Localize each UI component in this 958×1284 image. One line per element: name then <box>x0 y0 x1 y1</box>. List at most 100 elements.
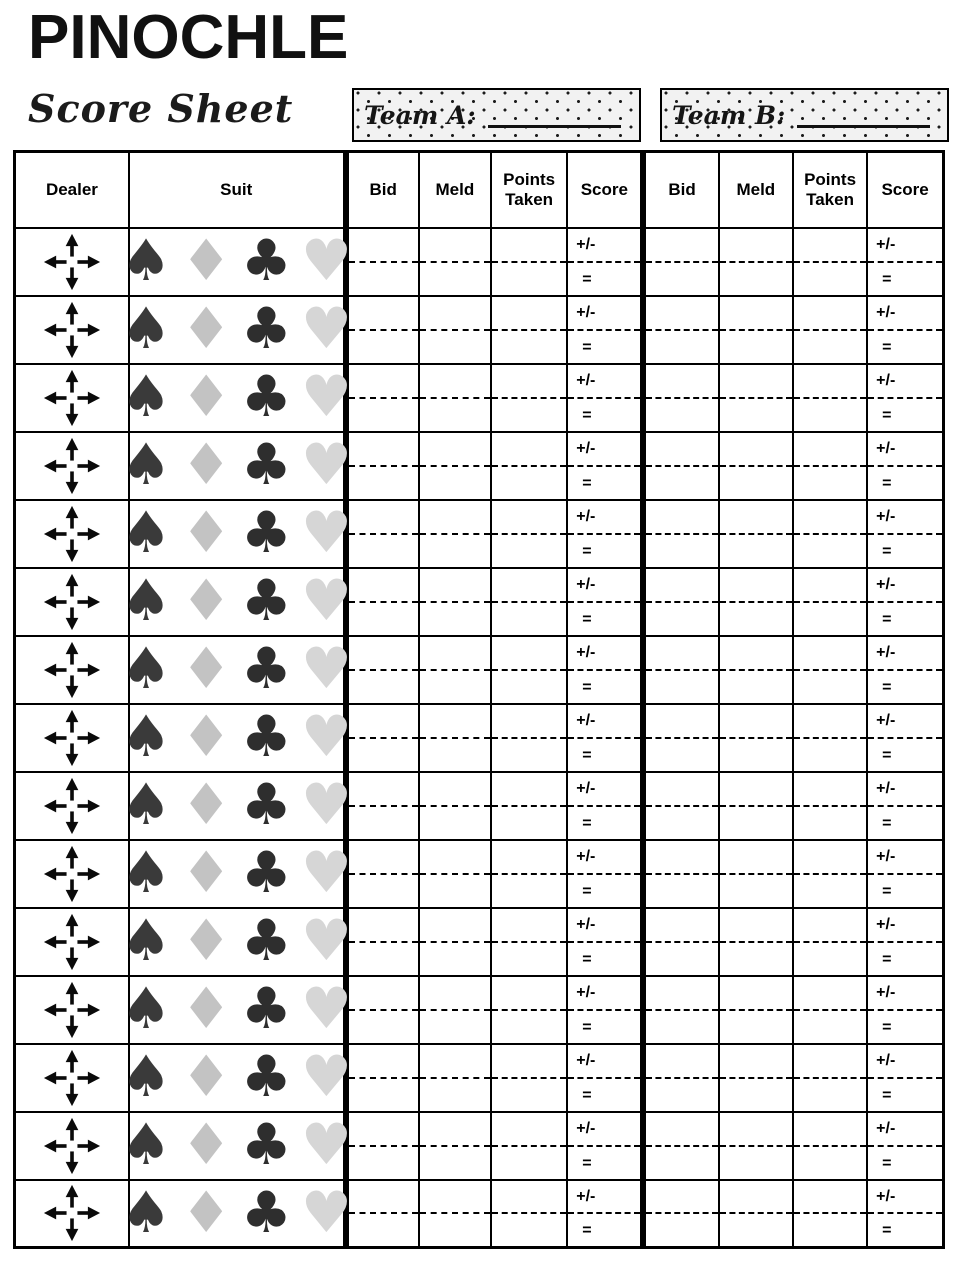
bid-cell-team-b[interactable] <box>640 634 720 705</box>
meld-cell-team-b[interactable] <box>717 362 794 433</box>
score-cell-team-a[interactable]: +/- = <box>566 1042 645 1113</box>
bid-cell-team-b[interactable] <box>640 294 720 365</box>
score-cell-team-a[interactable]: +/- = <box>566 838 645 909</box>
meld-cell-team-b[interactable] <box>717 294 794 365</box>
points-taken-cell-team-a[interactable] <box>489 702 569 773</box>
bid-cell-team-b[interactable] <box>640 1178 720 1249</box>
bid-cell-team-b[interactable] <box>640 838 720 909</box>
bid-cell-team-a[interactable] <box>342 1178 420 1249</box>
bid-cell-team-b[interactable] <box>640 226 720 297</box>
meld-cell-team-a[interactable] <box>417 498 493 569</box>
points-taken-cell-team-b[interactable] <box>791 226 869 297</box>
bid-cell-team-a[interactable] <box>342 226 420 297</box>
meld-cell-team-b[interactable] <box>717 838 794 909</box>
team-b-name-blank[interactable] <box>797 102 931 128</box>
score-cell-team-a[interactable]: +/- = <box>566 498 645 569</box>
points-taken-cell-team-a[interactable] <box>489 770 569 841</box>
points-taken-cell-team-a[interactable] <box>489 498 569 569</box>
meld-cell-team-a[interactable] <box>417 702 493 773</box>
meld-cell-team-b[interactable] <box>717 770 794 841</box>
team-a-name-blank[interactable] <box>487 102 621 128</box>
score-cell-team-b[interactable]: +/- = <box>866 498 945 569</box>
bid-cell-team-b[interactable] <box>640 498 720 569</box>
score-cell-team-a[interactable]: +/- = <box>566 294 645 365</box>
meld-cell-team-b[interactable] <box>717 1178 794 1249</box>
points-taken-cell-team-a[interactable] <box>489 294 569 365</box>
bid-cell-team-a[interactable] <box>342 702 420 773</box>
bid-cell-team-a[interactable] <box>342 430 420 501</box>
score-cell-team-a[interactable]: +/- = <box>566 634 645 705</box>
points-taken-cell-team-b[interactable] <box>791 702 869 773</box>
score-cell-team-a[interactable]: +/- = <box>566 906 645 977</box>
meld-cell-team-b[interactable] <box>717 702 794 773</box>
points-taken-cell-team-a[interactable] <box>489 974 569 1045</box>
points-taken-cell-team-a[interactable] <box>489 226 569 297</box>
score-cell-team-b[interactable]: +/- = <box>866 1178 945 1249</box>
score-cell-team-b[interactable]: +/- = <box>866 566 945 637</box>
bid-cell-team-b[interactable] <box>640 974 720 1045</box>
points-taken-cell-team-b[interactable] <box>791 634 869 705</box>
bid-cell-team-a[interactable] <box>342 1042 420 1113</box>
meld-cell-team-b[interactable] <box>717 634 794 705</box>
points-taken-cell-team-b[interactable] <box>791 430 869 501</box>
bid-cell-team-a[interactable] <box>342 906 420 977</box>
score-cell-team-a[interactable]: +/- = <box>566 770 645 841</box>
score-cell-team-b[interactable]: +/- = <box>866 634 945 705</box>
meld-cell-team-b[interactable] <box>717 498 794 569</box>
bid-cell-team-b[interactable] <box>640 906 720 977</box>
meld-cell-team-b[interactable] <box>717 226 794 297</box>
points-taken-cell-team-b[interactable] <box>791 906 869 977</box>
meld-cell-team-a[interactable] <box>417 906 493 977</box>
score-cell-team-a[interactable]: +/- = <box>566 566 645 637</box>
bid-cell-team-a[interactable] <box>342 838 420 909</box>
score-cell-team-b[interactable]: +/- = <box>866 226 945 297</box>
meld-cell-team-b[interactable] <box>717 566 794 637</box>
bid-cell-team-b[interactable] <box>640 702 720 773</box>
score-cell-team-a[interactable]: +/- = <box>566 702 645 773</box>
bid-cell-team-a[interactable] <box>342 294 420 365</box>
bid-cell-team-a[interactable] <box>342 770 420 841</box>
bid-cell-team-b[interactable] <box>640 430 720 501</box>
score-cell-team-b[interactable]: +/- = <box>866 838 945 909</box>
meld-cell-team-a[interactable] <box>417 430 493 501</box>
meld-cell-team-b[interactable] <box>717 906 794 977</box>
score-cell-team-a[interactable]: +/- = <box>566 974 645 1045</box>
bid-cell-team-b[interactable] <box>640 770 720 841</box>
score-cell-team-b[interactable]: +/- = <box>866 974 945 1045</box>
score-cell-team-b[interactable]: +/- = <box>866 1042 945 1113</box>
score-cell-team-a[interactable]: +/- = <box>566 1178 645 1249</box>
score-cell-team-b[interactable]: +/- = <box>866 1110 945 1181</box>
meld-cell-team-b[interactable] <box>717 1110 794 1181</box>
points-taken-cell-team-b[interactable] <box>791 498 869 569</box>
score-cell-team-a[interactable]: +/- = <box>566 1110 645 1181</box>
bid-cell-team-a[interactable] <box>342 566 420 637</box>
points-taken-cell-team-a[interactable] <box>489 362 569 433</box>
meld-cell-team-a[interactable] <box>417 294 493 365</box>
points-taken-cell-team-a[interactable] <box>489 1178 569 1249</box>
score-cell-team-a[interactable]: +/- = <box>566 226 645 297</box>
points-taken-cell-team-a[interactable] <box>489 430 569 501</box>
score-cell-team-b[interactable]: +/- = <box>866 770 945 841</box>
bid-cell-team-b[interactable] <box>640 566 720 637</box>
bid-cell-team-a[interactable] <box>342 498 420 569</box>
meld-cell-team-b[interactable] <box>717 430 794 501</box>
points-taken-cell-team-b[interactable] <box>791 294 869 365</box>
score-cell-team-b[interactable]: +/- = <box>866 906 945 977</box>
meld-cell-team-a[interactable] <box>417 634 493 705</box>
meld-cell-team-b[interactable] <box>717 974 794 1045</box>
score-cell-team-a[interactable]: +/- = <box>566 362 645 433</box>
points-taken-cell-team-b[interactable] <box>791 770 869 841</box>
bid-cell-team-a[interactable] <box>342 1110 420 1181</box>
bid-cell-team-a[interactable] <box>342 362 420 433</box>
bid-cell-team-a[interactable] <box>342 974 420 1045</box>
points-taken-cell-team-a[interactable] <box>489 1042 569 1113</box>
meld-cell-team-a[interactable] <box>417 226 493 297</box>
score-cell-team-b[interactable]: +/- = <box>866 702 945 773</box>
points-taken-cell-team-b[interactable] <box>791 566 869 637</box>
points-taken-cell-team-a[interactable] <box>489 566 569 637</box>
points-taken-cell-team-b[interactable] <box>791 1178 869 1249</box>
score-cell-team-a[interactable]: +/- = <box>566 430 645 501</box>
meld-cell-team-a[interactable] <box>417 1042 493 1113</box>
points-taken-cell-team-a[interactable] <box>489 1110 569 1181</box>
score-cell-team-b[interactable]: +/- = <box>866 430 945 501</box>
